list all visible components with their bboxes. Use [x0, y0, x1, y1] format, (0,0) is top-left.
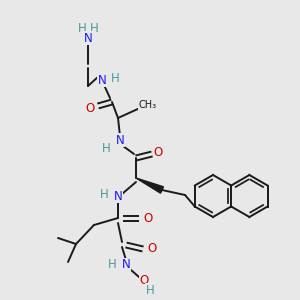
Text: H: H — [111, 71, 119, 85]
Text: N: N — [116, 134, 124, 146]
Text: H: H — [100, 188, 108, 200]
Text: H: H — [90, 22, 98, 34]
Text: N: N — [114, 190, 122, 202]
Text: N: N — [98, 74, 106, 86]
Text: N: N — [122, 259, 130, 272]
Text: H: H — [78, 22, 86, 34]
Text: H: H — [108, 259, 116, 272]
Text: O: O — [140, 274, 148, 286]
Text: O: O — [85, 101, 94, 115]
Text: H: H — [102, 142, 110, 154]
Text: O: O — [153, 146, 163, 158]
Text: N: N — [84, 32, 92, 44]
Polygon shape — [136, 178, 164, 193]
Text: O: O — [143, 212, 153, 224]
Text: H: H — [146, 284, 154, 296]
Text: O: O — [147, 242, 157, 256]
Text: CH₃: CH₃ — [139, 100, 157, 110]
